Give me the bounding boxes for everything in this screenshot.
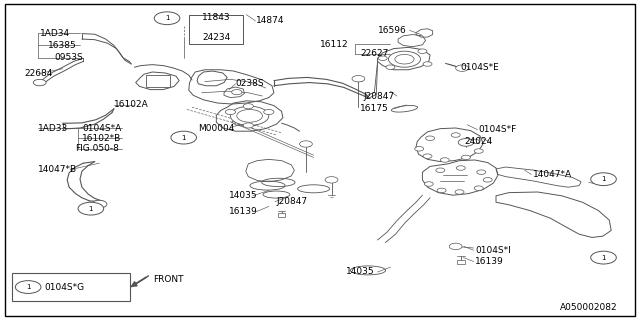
- Circle shape: [154, 12, 180, 25]
- Circle shape: [437, 188, 446, 193]
- Bar: [278, 213, 285, 217]
- Circle shape: [426, 136, 435, 140]
- Text: 1: 1: [88, 206, 93, 212]
- Circle shape: [458, 139, 474, 146]
- Circle shape: [477, 170, 486, 174]
- Text: 16596: 16596: [378, 26, 406, 35]
- Text: 16102*B: 16102*B: [82, 134, 121, 143]
- Circle shape: [15, 281, 41, 293]
- Circle shape: [424, 182, 433, 186]
- Circle shape: [423, 62, 432, 66]
- Circle shape: [243, 123, 253, 128]
- Text: 24234: 24234: [202, 33, 230, 42]
- Circle shape: [33, 79, 46, 86]
- Text: 22627: 22627: [360, 49, 388, 58]
- Circle shape: [456, 166, 465, 170]
- Circle shape: [461, 155, 470, 160]
- Text: 0104S*A: 0104S*A: [82, 124, 121, 132]
- Circle shape: [378, 56, 387, 60]
- Text: 16112: 16112: [320, 40, 349, 49]
- Circle shape: [415, 147, 424, 151]
- Text: M00004: M00004: [198, 124, 235, 132]
- Circle shape: [456, 65, 468, 71]
- Circle shape: [243, 104, 253, 109]
- Circle shape: [300, 141, 312, 147]
- Text: 22684: 22684: [24, 69, 52, 78]
- Text: FRONT: FRONT: [154, 275, 184, 284]
- Text: 14035: 14035: [229, 191, 258, 200]
- Text: 0953S: 0953S: [54, 53, 83, 62]
- Circle shape: [264, 109, 274, 115]
- Circle shape: [230, 106, 269, 125]
- Bar: [189, 15, 243, 44]
- Text: 0104S*I: 0104S*I: [475, 246, 511, 255]
- Text: 11843: 11843: [202, 13, 231, 22]
- Text: 14047*A: 14047*A: [532, 170, 572, 179]
- Text: J20847: J20847: [276, 197, 308, 206]
- Text: 14035: 14035: [346, 268, 374, 276]
- Text: 16139: 16139: [475, 257, 504, 266]
- Circle shape: [440, 158, 449, 162]
- Circle shape: [436, 168, 445, 172]
- Circle shape: [386, 65, 395, 69]
- Text: 24024: 24024: [465, 137, 493, 146]
- Circle shape: [474, 149, 483, 153]
- Text: 14874: 14874: [256, 16, 285, 25]
- Circle shape: [483, 178, 492, 182]
- Text: 16139: 16139: [229, 207, 258, 216]
- Circle shape: [225, 109, 236, 115]
- Circle shape: [171, 131, 196, 144]
- Circle shape: [92, 200, 107, 208]
- Text: 14047*B: 14047*B: [38, 165, 77, 174]
- Circle shape: [449, 243, 462, 250]
- Text: 0104S*G: 0104S*G: [45, 283, 85, 292]
- Circle shape: [423, 154, 432, 158]
- Circle shape: [395, 54, 414, 64]
- Circle shape: [237, 109, 262, 122]
- Text: J20847: J20847: [364, 92, 395, 100]
- Circle shape: [455, 190, 464, 194]
- Text: 0238S: 0238S: [236, 79, 264, 88]
- Text: 1: 1: [164, 15, 170, 21]
- Circle shape: [388, 51, 420, 67]
- Text: 1: 1: [181, 135, 186, 140]
- Text: 0104S*E: 0104S*E: [461, 63, 500, 72]
- Text: 16102A: 16102A: [114, 100, 148, 109]
- Circle shape: [591, 251, 616, 264]
- Bar: [457, 260, 465, 264]
- Circle shape: [325, 177, 338, 183]
- Text: 16385: 16385: [48, 41, 77, 50]
- Circle shape: [232, 90, 242, 95]
- Text: 1: 1: [26, 284, 31, 290]
- Bar: [146, 75, 170, 87]
- Text: FIG.050-8: FIG.050-8: [76, 144, 120, 153]
- Text: 16175: 16175: [360, 104, 388, 113]
- Circle shape: [418, 49, 427, 53]
- Text: A050002082: A050002082: [560, 303, 618, 312]
- Circle shape: [352, 76, 365, 82]
- Text: 1: 1: [601, 176, 606, 182]
- Text: 1AD33: 1AD33: [38, 124, 68, 132]
- Text: 1AD34: 1AD34: [40, 29, 70, 38]
- Circle shape: [474, 186, 483, 190]
- Bar: [12, 273, 130, 301]
- Circle shape: [451, 133, 460, 137]
- Circle shape: [591, 173, 616, 186]
- Text: 0104S*F: 0104S*F: [479, 125, 517, 134]
- Circle shape: [78, 202, 104, 215]
- Text: 1: 1: [601, 255, 606, 260]
- Circle shape: [470, 139, 479, 144]
